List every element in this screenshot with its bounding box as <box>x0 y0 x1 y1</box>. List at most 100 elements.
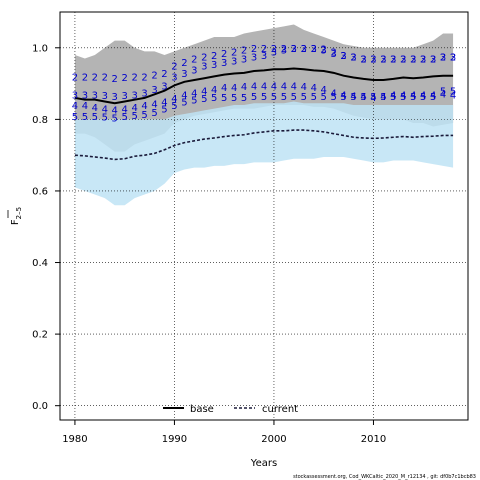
age-5-label-2009: 5 <box>360 92 366 103</box>
age-3-label-2001: 3 <box>281 46 287 57</box>
age-2-label-2015: 2 <box>420 55 426 66</box>
age-2-label-2001: 2 <box>281 44 287 55</box>
x-tick-label-1980: 1980 <box>62 434 87 445</box>
age-5-label-1981: 5 <box>82 112 88 123</box>
y-axis: 0.0 0.2 0.4 0.6 0.8 1.0 <box>32 43 60 412</box>
age-2-label-2011: 2 <box>380 55 386 66</box>
age-2-label-2008: 2 <box>350 53 356 64</box>
age-3-label-1997: 3 <box>241 55 247 66</box>
age-5-label-1990: 5 <box>171 101 177 112</box>
x-tick-label-2010: 2010 <box>361 434 386 445</box>
age-5-label-2003: 5 <box>301 92 307 103</box>
age-5-label-2016: 5 <box>430 92 436 103</box>
age-3-label-2003: 3 <box>301 44 307 55</box>
age-5-label-1995: 5 <box>221 93 227 104</box>
age-3-label-1986: 3 <box>131 90 137 101</box>
age-4-label-2016: 4 <box>430 90 436 101</box>
age-4-label-1999: 4 <box>261 81 267 92</box>
x-axis-title: Years <box>250 458 277 469</box>
y-axis-title: F2–5 <box>7 207 23 225</box>
age-5-label-2012: 5 <box>390 92 396 103</box>
age-4-label-2011: 4 <box>380 92 386 103</box>
age-5-label-2002: 5 <box>291 92 297 103</box>
age-4-label-2015: 4 <box>420 90 426 101</box>
age-3-label-2010: 3 <box>370 55 376 66</box>
age-3-label-1987: 3 <box>141 89 147 100</box>
age-2-label-2005: 2 <box>321 45 327 56</box>
age-3-label-1988: 3 <box>151 85 157 96</box>
legend: base current <box>163 404 298 415</box>
age-2-label-2016: 2 <box>430 55 436 66</box>
age-5-label-2006: 5 <box>330 92 336 103</box>
y-axis-title-sub: 2–5 <box>15 207 23 219</box>
age-3-label-2007: 3 <box>340 51 346 62</box>
age-2-label-2000: 2 <box>271 44 277 55</box>
age-3-label-1994: 3 <box>211 60 217 71</box>
legend-current-label: current <box>262 404 298 415</box>
age-4-label-2013: 4 <box>400 90 406 101</box>
age-5-label-1996: 5 <box>231 93 237 104</box>
age-3-label-2009: 3 <box>360 55 366 66</box>
age-2-label-1996: 2 <box>231 47 237 58</box>
age-5-label-1986: 5 <box>131 111 137 122</box>
age-4-label-2014: 4 <box>410 90 416 101</box>
age-4-label-1991: 4 <box>181 90 187 101</box>
age-2-label-1999: 2 <box>261 44 267 55</box>
age-2-label-1985: 2 <box>121 73 127 84</box>
age-5-label-1982: 5 <box>92 112 98 123</box>
age-3-label-2015: 3 <box>420 55 426 66</box>
age-5-label-1989: 5 <box>161 105 167 116</box>
bands-layer <box>74 24 454 206</box>
age-4-label-2007: 4 <box>340 90 346 101</box>
age-4-label-2000: 4 <box>271 81 277 92</box>
age-2-label-1995: 2 <box>221 49 227 60</box>
age-5-label-1999: 5 <box>261 92 267 103</box>
age-3-label-1989: 3 <box>161 81 167 92</box>
age-5-label-1991: 5 <box>181 97 187 108</box>
y-tick-label-0: 0.0 <box>32 401 48 412</box>
age-5-label-1994: 5 <box>211 93 217 104</box>
age-2-label-1988: 2 <box>151 71 157 82</box>
lines-layer <box>74 67 454 161</box>
age-5-label-2001: 5 <box>281 92 287 103</box>
line-current <box>74 129 454 161</box>
age-3-label-1993: 3 <box>201 62 207 73</box>
age-3-label-2011: 3 <box>380 55 386 66</box>
age-2-label-2018: 2 <box>450 53 456 64</box>
age-5-label-1987: 5 <box>141 110 147 121</box>
age-5-label-2017: 5 <box>440 87 446 98</box>
age-5-label-2007: 5 <box>340 92 346 103</box>
age-4-label-2006: 4 <box>330 89 336 100</box>
age-3-label-2016: 3 <box>430 55 436 66</box>
age-2-label-1982: 2 <box>92 72 98 83</box>
age-4-label-1989: 4 <box>161 97 167 108</box>
age-2-label-1991: 2 <box>181 58 187 69</box>
age-3-label-1999: 3 <box>261 51 267 62</box>
age-3-label-2014: 3 <box>410 55 416 66</box>
band-current <box>74 101 454 206</box>
age-4-label-1993: 4 <box>201 87 207 98</box>
age-2-label-2003: 2 <box>301 44 307 55</box>
age-4-label-1996: 4 <box>231 83 237 94</box>
age-4-label-1997: 4 <box>241 82 247 93</box>
age-5-label-2018: 5 <box>450 87 456 98</box>
age-2-label-2014: 2 <box>410 55 416 66</box>
age-5-label-1993: 5 <box>201 94 207 105</box>
age-2-label-1981: 2 <box>82 72 88 83</box>
age-2-label-1998: 2 <box>251 44 257 55</box>
age-2-label-1989: 2 <box>161 69 167 80</box>
y-tick-label-0.2: 0.2 <box>32 330 48 341</box>
age-2-label-2006: 2 <box>330 47 336 58</box>
age-3-label-2018: 3 <box>450 53 456 64</box>
age-3-label-1996: 3 <box>231 56 237 67</box>
age-3-label-2008: 3 <box>350 53 356 64</box>
age-2-label-2013: 2 <box>400 55 406 66</box>
age-5-label-2014: 5 <box>410 92 416 103</box>
age-4-label-1990: 4 <box>171 94 177 105</box>
age-4-label-1987: 4 <box>141 101 147 112</box>
y-tick-label-0.8: 0.8 <box>32 115 48 126</box>
age-4-label-1988: 4 <box>151 99 157 110</box>
x-axis: 1980 1990 2000 2010 <box>62 420 386 445</box>
age-5-label-2008: 5 <box>350 92 356 103</box>
